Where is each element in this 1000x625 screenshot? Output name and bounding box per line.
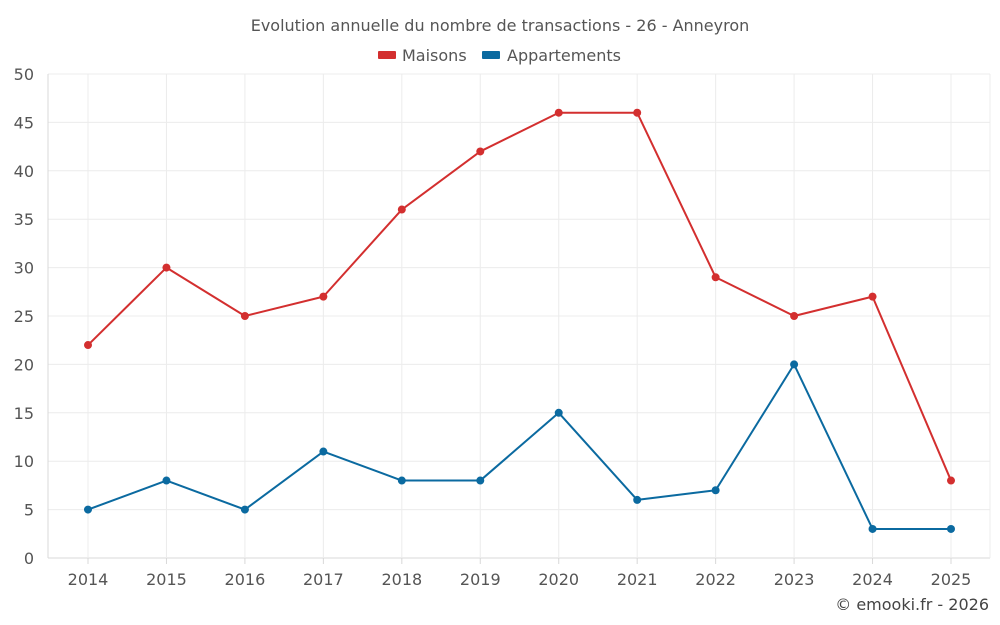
data-point-maisons[interactable]: Maisons 2015: 30: [162, 263, 171, 272]
data-point-appartements[interactable]: Appartements 2025: 3: [947, 524, 955, 533]
y-tick-label: 10: [14, 452, 34, 471]
legend-swatch-appartements: [482, 51, 500, 59]
x-tick-label: 2015: [146, 570, 187, 589]
legend-swatch-maisons: [378, 51, 396, 59]
x-tick-label: 2022: [695, 570, 736, 589]
legend-label-maisons: Maisons: [402, 46, 467, 65]
data-point-maisons[interactable]: Maisons 2018: 36: [397, 205, 406, 214]
credit-text: © emooki.fr - 2026: [835, 595, 989, 614]
x-tick-label: 2019: [460, 570, 501, 589]
x-axis: 2014 2015 2016 2017 2018 2019 2020 2021 2022 2023…: [68, 570, 972, 589]
data-point-maisons[interactable]: Maisons 2024: 27: [868, 292, 877, 301]
y-tick-label: 5: [24, 501, 34, 520]
x-tick-label: 2025: [931, 570, 972, 589]
y-tick-label: 30: [14, 259, 34, 278]
data-point-appartements[interactable]: Appartements 2015: 8: [162, 476, 171, 485]
series-line-appartements: [87, 363, 951, 530]
data-point-appartements[interactable]: Appartements 2022: 7: [711, 486, 720, 495]
x-tick-label: 2017: [303, 570, 344, 589]
y-tick-label: 40: [14, 162, 34, 181]
y-tick-label: 50: [14, 65, 34, 84]
data-point-appartements[interactable]: Appartements 2021: 6: [633, 495, 642, 504]
data-point-maisons[interactable]: Maisons 2019: 42: [476, 147, 485, 156]
series: Maisons 2014: 22 Maisons 2015: 30 Maisons …: [84, 108, 955, 533]
data-point-appartements[interactable]: Appartements 2017: 11: [319, 447, 328, 456]
grid: [47, 73, 991, 564]
series-line-maisons: [87, 111, 952, 481]
legend-label-appartements: Appartements: [507, 46, 621, 65]
data-point-maisons[interactable]: Maisons 2017: 27: [319, 292, 328, 301]
data-point-maisons[interactable]: Maisons 2022: 29: [711, 273, 720, 282]
data-point-appartements[interactable]: Appartements 2020: 15: [554, 408, 563, 417]
y-tick-label: 35: [14, 210, 34, 229]
data-point-maisons[interactable]: Maisons 2016: 25: [240, 312, 249, 320]
x-tick-label: 2016: [225, 570, 266, 589]
y-tick-label: 15: [14, 404, 34, 423]
y-tick-label: 25: [14, 307, 34, 326]
x-tick-label: 2021: [617, 570, 658, 589]
legend-item-maisons[interactable]: Maisons: [378, 46, 467, 65]
data-point-maisons[interactable]: Maisons 2021: 46: [633, 108, 642, 117]
data-point-appartements[interactable]: Appartements 2014: 5: [84, 505, 92, 514]
chart-title: Evolution annuelle du nombre de transact…: [251, 16, 750, 35]
data-point-maisons[interactable]: Maisons 2014: 22: [84, 341, 92, 350]
data-point-appartements[interactable]: Appartements 2019: 8: [476, 476, 485, 485]
data-point-maisons[interactable]: Maisons 2020: 46: [554, 108, 563, 117]
y-tick-label: 0: [24, 549, 34, 568]
x-tick-label: 2014: [68, 570, 109, 589]
x-tick-label: 2018: [381, 570, 422, 589]
data-point-appartements[interactable]: Appartements 2018: 8: [397, 476, 406, 485]
x-tick-label: 2020: [538, 570, 579, 589]
data-point-maisons[interactable]: Maisons 2025: 8: [947, 476, 955, 485]
data-point-appartements[interactable]: Appartements 2023: 20: [790, 360, 799, 369]
x-tick-label: 2023: [774, 570, 815, 589]
x-tick-label: 2024: [852, 570, 893, 589]
legend: Maisons Appartements: [378, 46, 621, 65]
data-point-maisons[interactable]: Maisons 2023: 25: [790, 312, 799, 320]
y-tick-label: 20: [14, 355, 34, 374]
data-point-appartements[interactable]: Appartements 2024: 3: [868, 524, 877, 533]
y-axis: 0 5 10 15 20 25 30 35 40 45 50: [14, 65, 34, 568]
data-point-appartements[interactable]: Appartements 2016: 5: [240, 505, 249, 514]
legend-item-appartements[interactable]: Appartements: [482, 46, 621, 65]
y-tick-label: 45: [14, 113, 34, 132]
